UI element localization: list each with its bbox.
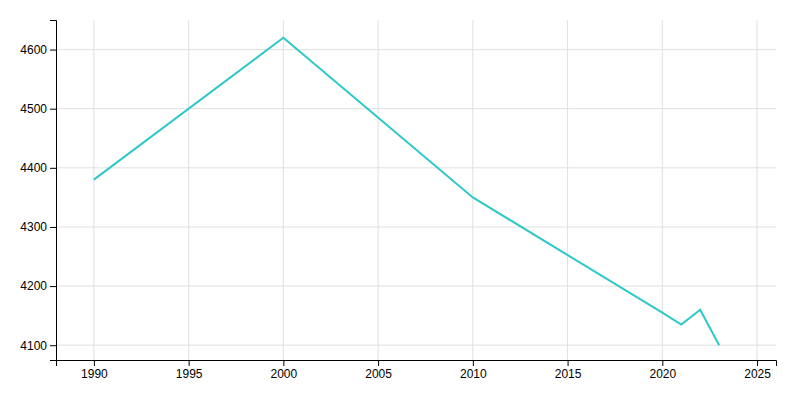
grid-line-x	[283, 20, 284, 360]
tick: 2005	[365, 360, 392, 381]
tick-label: 2025	[744, 367, 771, 381]
tick: 4300	[20, 220, 56, 234]
tick-mark	[757, 360, 758, 366]
tick: 2000	[271, 360, 298, 381]
tick: 1990	[81, 360, 108, 381]
axis-line	[50, 21, 57, 361]
tick-label: 2020	[649, 367, 676, 381]
grid-line-y	[56, 108, 776, 109]
grid-line-y	[56, 286, 776, 287]
tick: 4100	[20, 339, 56, 353]
grid-line-x	[757, 20, 758, 360]
grid-line-y	[56, 167, 776, 168]
chart: 1990 1995 2000 2005 2010 2015 2020 2025 4100 4200…	[0, 0, 800, 400]
tick-mark	[50, 109, 56, 110]
tick: 4400	[20, 161, 56, 175]
marks	[94, 38, 719, 345]
tick-mark	[283, 360, 284, 366]
tick: 2025	[744, 360, 771, 381]
tick: 2010	[460, 360, 487, 381]
line	[94, 38, 719, 345]
tick-mark	[50, 286, 56, 287]
grid-line-x	[662, 20, 663, 360]
tick-label: 1995	[176, 367, 203, 381]
tick-mark	[568, 360, 569, 366]
tick-label: 2000	[271, 367, 298, 381]
tick-mark	[50, 345, 56, 346]
tick-label: 4600	[20, 43, 47, 57]
grid	[56, 20, 776, 360]
tick: 4500	[20, 102, 56, 116]
tick-label: 1990	[81, 367, 108, 381]
tick-label: 2005	[365, 367, 392, 381]
tick-label: 4200	[20, 279, 47, 293]
tick-label: 2015	[555, 367, 582, 381]
tick-mark	[50, 227, 56, 228]
tick-label: 4500	[20, 102, 47, 116]
axis-line	[57, 361, 777, 367]
tick-mark	[189, 360, 190, 366]
tick-mark	[50, 168, 56, 169]
tick: 1995	[176, 360, 203, 381]
grid-line-y	[56, 345, 776, 346]
y-axis: 4100 4200 4300 4400 4500 4600	[20, 21, 56, 361]
tick: 2020	[649, 360, 676, 381]
tick: 4200	[20, 279, 56, 293]
tick-mark	[94, 360, 95, 366]
tick-label: 4400	[20, 161, 47, 175]
tick-mark	[378, 360, 379, 366]
tick: 4600	[20, 43, 56, 57]
x-axis: 1990 1995 2000 2005 2010 2015 2020 2025	[57, 360, 777, 381]
tick-label: 4300	[20, 220, 47, 234]
plot: 1990 1995 2000 2005 2010 2015 2020 2025 4100 4200…	[20, 20, 776, 381]
tick-mark	[473, 360, 474, 366]
tick-mark	[50, 50, 56, 51]
grid-line-y	[56, 49, 776, 50]
grid-line-x	[378, 20, 379, 360]
tick: 2015	[555, 360, 582, 381]
grid-line-x	[567, 20, 568, 360]
grid-line-y	[56, 226, 776, 227]
grid-line-x	[93, 20, 94, 360]
tick-label: 2010	[460, 367, 487, 381]
grid-line-x	[188, 20, 189, 360]
tick-mark	[662, 360, 663, 366]
grid-line-x	[472, 20, 473, 360]
tick-label: 4100	[20, 339, 47, 353]
